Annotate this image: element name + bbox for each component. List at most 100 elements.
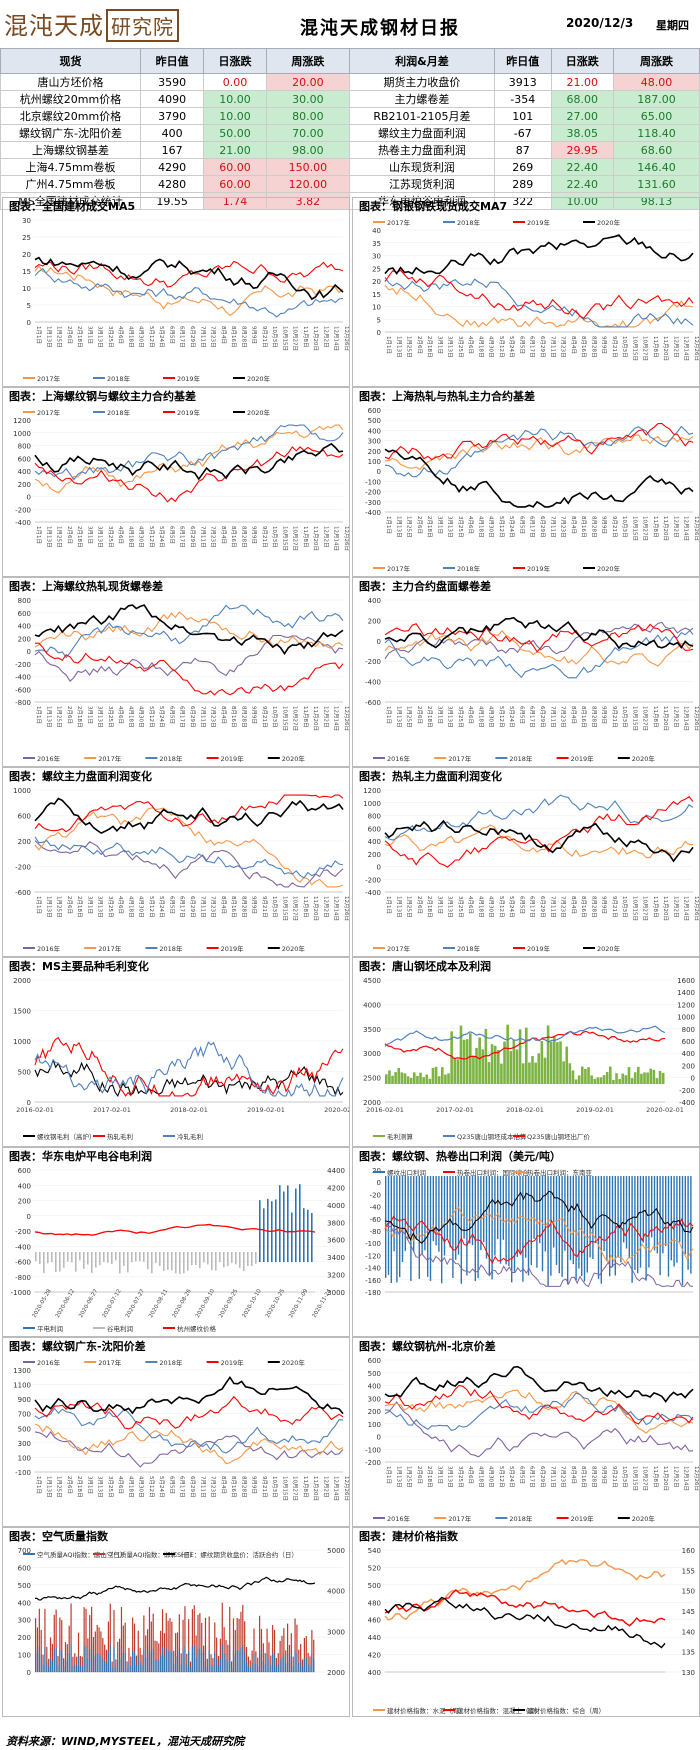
aqi-bar [68,1625,70,1672]
y-tick-label: 0 [377,1434,381,1442]
summary-cell-r-day: 22.40 [550,158,614,176]
x-tick-label: 3月1日 [86,526,93,544]
x-tick-label: 3月1日 [86,896,93,914]
profit-bar [422,1077,425,1084]
export-bar [679,1176,681,1243]
y-tick-label: 400 [18,1182,31,1190]
x-tick-label: 10月27日 [292,326,299,351]
x-tick-label: 12月26日 [343,526,349,551]
y-tick-label: 400 [368,1383,381,1391]
x-tick-label: 7月11日 [549,336,556,358]
x-tick-label: 9月21日 [261,326,268,348]
export-bar [665,1176,667,1247]
x-tick-label: 8月4日 [570,896,577,914]
chart-svg: -100 100 300 500 700 900 1100 1300 1月1日 1月13日 1月25… [13,1358,349,1501]
y-tick-label: 400 [368,427,381,435]
aqi-bar [113,1610,115,1672]
y-tick-label: 145 [682,1608,695,1616]
x-tick-label: 2月18日 [76,526,83,548]
x-tick-label: 2月6日 [66,326,73,344]
aqi-bar [180,1664,182,1672]
x-tick-label: 4月6日 [467,516,474,534]
export-bar [424,1176,426,1251]
x-tick-label: 6月17日 [179,706,186,728]
x-tick-label: 8月16日 [580,1466,587,1488]
summary-cell-r-week: 48.00 [612,73,700,91]
chart-svg: 0 500 1000 1500 2000 2016-02-01 2017-02-01 2018… [13,977,349,1141]
y-tick-label: 1300 [13,1367,31,1375]
x-tick-label: 7月11日 [549,896,556,918]
y-tick-label: -600 [15,1259,31,1267]
x-tick-label: 6月29日 [539,896,546,918]
aqi-bar [188,1650,190,1672]
x-tick-label: 7月11日 [549,516,556,538]
x-tick-label: 11月20日 [312,326,319,351]
aqi-bar [240,1647,242,1672]
series-line [34,442,344,481]
aqi-bar [77,1656,80,1672]
export-bar [642,1176,644,1243]
aqi-bar [277,1653,279,1672]
y-tick-label: -400 [15,519,31,527]
aqi-bar [270,1655,272,1672]
x-tick-label: 10月3日 [621,516,628,538]
profit-bar [187,1252,189,1271]
aqi-bar [232,1618,235,1672]
aqi-bar [145,1657,147,1672]
chart-panel: 图表：MS主要品种毛利变化 0 500 1000 1500 2000 2016-02-01 2… [2,957,350,1147]
aqi-bar [229,1606,231,1672]
export-bar [583,1176,586,1282]
aqi-bar [219,1658,221,1672]
profit-bar [512,1039,516,1084]
x-tick-label: 12月26日 [693,706,699,731]
x-tick-label: 7月11日 [199,706,206,728]
x-tick-label: 3月1日 [436,1466,443,1484]
aqi-bar [163,1633,165,1672]
summary-cell-l-week: 80.00 [265,107,350,125]
x-tick-label: 9月9日 [601,1466,608,1484]
legend-item: 2017年 [387,564,411,573]
x-tick-label: 6月17日 [529,516,536,538]
y-tick-label: 300 [18,1440,31,1448]
y-tick-label: 15 [22,268,31,276]
report-header: 混沌天成 研究院 混沌天成钢材日报 2020/12/3 星期四 [0,0,700,49]
profit-bar [87,1252,89,1265]
export-bar [656,1176,658,1254]
chart-title: 图表：上海螺纹热轧现货螺卷差 [9,580,163,593]
profit-bar [655,1078,659,1084]
x-tick-label: 9月21日 [261,896,268,918]
aqi-bar [156,1659,158,1672]
y-tick-label: 700 [18,1411,31,1419]
x-tick-label: 8月28日 [590,336,597,358]
aqi-bar [249,1667,251,1672]
summary-row: 广州4.75mm卷板 4280 60.00 120.00 江苏现货利润 289 22.40 1… [0,175,700,193]
profit-bar [39,1252,41,1265]
summary-cell-l-name: 唐山方坯价格 [0,73,142,91]
export-bar [519,1176,521,1254]
col-header: 昨日值 [493,48,552,74]
y-tick-label: 10 [22,285,31,293]
legend-item: 热轧毛利 [107,1132,133,1141]
y-tick-label: 200 [18,1634,31,1642]
summary-cell-r-week: 68.60 [612,141,700,159]
aqi-bar [49,1637,52,1672]
profit-bar [127,1252,129,1273]
logo-text: 混沌天成 [4,12,104,40]
x-tick-label: 11月8日 [652,706,659,728]
x-tick-label: 9月9日 [601,336,608,354]
profit-bar [63,1252,65,1268]
aqi-bar [313,1659,315,1672]
aqi-bar [214,1652,216,1672]
y-tick-label: 30 [22,217,31,225]
y-tick-label: 600 [368,825,381,833]
series-line [384,284,694,328]
legend-item: 2019年 [571,1514,595,1523]
export-bar [670,1176,672,1261]
aqi-bar [283,1654,285,1672]
profit-bar [559,1041,562,1084]
aqi-bar [262,1660,264,1672]
x-tick-label: 2017-02-01 [93,1106,131,1114]
x-tick-label: 4月18日 [477,1466,484,1488]
profit-bar [307,1209,309,1262]
profit-bar [183,1252,185,1274]
